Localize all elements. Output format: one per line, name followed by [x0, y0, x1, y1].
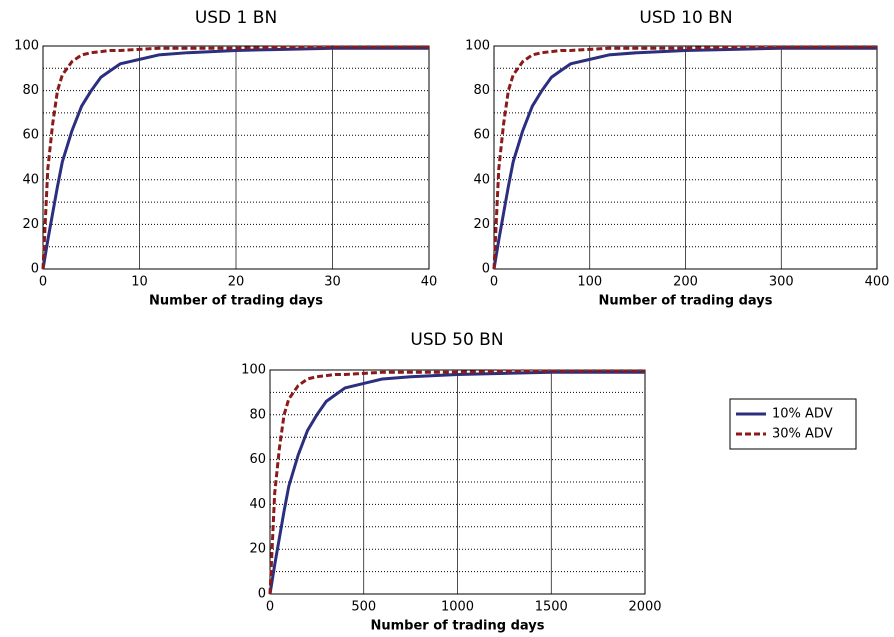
y-tick-label: 0: [31, 262, 39, 277]
legend-label: 10% ADV: [772, 407, 833, 422]
x-tick-label: 500: [351, 600, 376, 615]
y-tick-label: 80: [473, 83, 490, 98]
plot-frame: [493, 45, 878, 270]
y-tick-label: 60: [249, 452, 266, 467]
x-tick-label: 400: [865, 275, 890, 290]
y-tick-label: 100: [14, 39, 39, 54]
x-tick-label: 2000: [628, 600, 661, 615]
series-line: [268, 369, 645, 595]
x-tick-label: 0: [490, 275, 498, 290]
x-tick-label: 0: [39, 275, 47, 290]
series-line: [41, 46, 429, 270]
x-tick-label: 20: [228, 275, 245, 290]
y-tick-label: 60: [473, 128, 490, 143]
y-tick-label: 60: [22, 128, 39, 143]
chart-title: USD 1 BN: [195, 8, 277, 28]
x-axis-label: Number of trading days: [371, 619, 545, 634]
chart-title: USD 10 BN: [639, 8, 732, 28]
y-tick-label: 100: [465, 39, 490, 54]
series-line: [268, 370, 645, 595]
series-line: [492, 45, 877, 270]
y-tick-label: 0: [258, 587, 266, 602]
legend-label: 30% ADV: [772, 427, 833, 442]
plot-frame: [269, 369, 646, 595]
x-tick-label: 30: [324, 275, 341, 290]
x-tick-label: 10: [131, 275, 148, 290]
y-tick-label: 0: [482, 262, 490, 277]
x-tick-label: 40: [421, 275, 438, 290]
series-line: [41, 45, 429, 270]
y-tick-label: 80: [249, 407, 266, 422]
x-axis-label: Number of trading days: [599, 294, 773, 309]
x-tick-label: 1000: [441, 600, 474, 615]
x-tick-label: 100: [577, 275, 602, 290]
y-tick-label: 40: [473, 172, 490, 187]
x-tick-label: 200: [673, 275, 698, 290]
y-tick-label: 20: [473, 217, 490, 232]
series-line: [492, 46, 877, 270]
y-tick-label: 20: [22, 217, 39, 232]
x-tick-label: 0: [266, 600, 274, 615]
plot-frame: [42, 45, 430, 270]
x-tick-label: 1500: [535, 600, 568, 615]
x-tick-label: 300: [769, 275, 794, 290]
y-tick-label: 20: [249, 542, 266, 557]
y-tick-label: 40: [22, 172, 39, 187]
chart-title: USD 50 BN: [410, 330, 503, 350]
x-axis-label: Number of trading days: [149, 294, 323, 309]
y-tick-label: 40: [249, 497, 266, 512]
y-tick-label: 100: [241, 363, 266, 378]
y-tick-label: 80: [22, 83, 39, 98]
legend-box: [729, 398, 857, 450]
